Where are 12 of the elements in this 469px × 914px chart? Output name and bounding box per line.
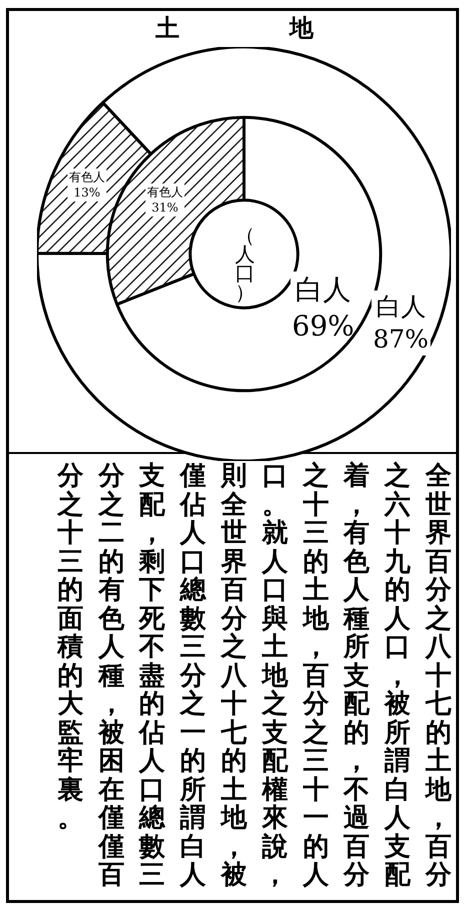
donut-slice	[37, 47, 451, 461]
data-label: 31%	[152, 200, 178, 215]
slice-label: 白人	[295, 273, 352, 306]
slice-label: 有色人	[69, 170, 105, 184]
text: （人口）	[234, 223, 256, 304]
chart-title: 土地	[154, 13, 424, 44]
text: 全世界百分之八十七的土地，百分之六十九的人口，被所謂白人支配着，有色人種所支配的，不過百分之十三的土地，百分之三十一的人口。就人口與土地之支配權來說，則全世界百分之八十七的土地，被僅佔人口總數三分之一的所謂白人支配，剩下死不盡的佔人口總數三分之二的有色人種，被困在僅僅百分之十三的面積的大監牢裏。	[57, 461, 452, 890]
data-label: 87%	[373, 324, 429, 354]
data-label: 69%	[292, 309, 354, 342]
slice-label: 白人	[376, 292, 426, 321]
data-label: 13%	[74, 186, 100, 200]
slice-label: 有色人	[147, 185, 183, 199]
